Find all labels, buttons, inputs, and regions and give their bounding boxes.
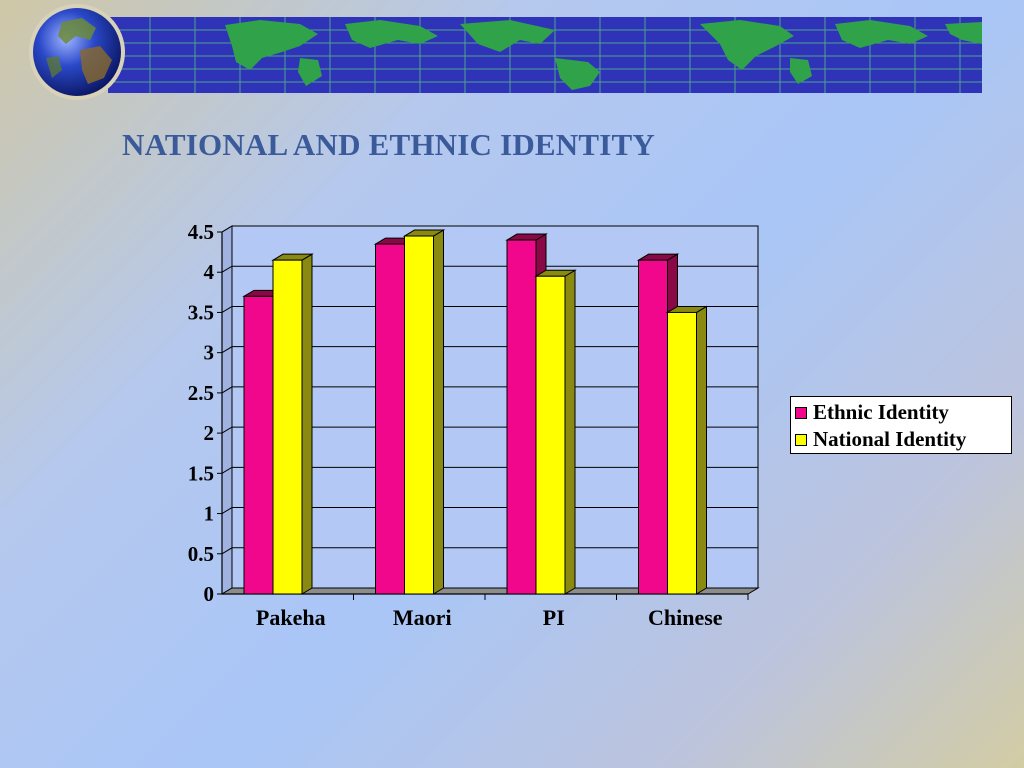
bar-ethnic: [506, 239, 537, 595]
legend-label-national: National Identity: [813, 427, 967, 451]
gridline: [221, 507, 758, 514]
gridline: [221, 426, 758, 434]
legend-swatch-ethnic: [795, 406, 807, 419]
bar-national: [667, 311, 697, 595]
bar-ethnic: [243, 295, 274, 595]
y-tick-label: 3.5: [188, 300, 214, 324]
plot-side-wall: [221, 225, 233, 595]
bar-side: [696, 305, 707, 595]
gridline: [221, 265, 758, 273]
x-category-label: Maori: [393, 605, 452, 630]
y-tick-label: 2.5: [188, 381, 214, 405]
gridline: [221, 547, 758, 555]
globe-icon: [33, 8, 121, 96]
bar-ethnic: [638, 259, 668, 595]
bar-side: [433, 229, 444, 595]
y-tick-label: 4.5: [188, 220, 214, 244]
gridline: [221, 225, 758, 233]
x-category-label: Pakeha: [256, 605, 326, 630]
y-tick-label: 1: [204, 502, 215, 526]
gridline: [221, 386, 758, 394]
bar-national: [272, 259, 303, 595]
legend-item-national: National Identity: [795, 426, 1007, 453]
chart-legend: Ethnic Identity National Identity: [790, 396, 1012, 454]
bar-side: [564, 269, 576, 595]
y-tick-label: 3: [204, 341, 215, 365]
gridline: [221, 305, 758, 313]
y-tick-label: 2: [204, 421, 215, 445]
x-category-label: Chinese: [648, 605, 723, 630]
y-tick-label: 4: [204, 260, 215, 284]
gridline: [221, 346, 758, 354]
y-tick-label: 0.5: [188, 542, 214, 566]
y-tick-label: 1.5: [188, 461, 214, 485]
y-tick-label: 0: [204, 582, 215, 606]
bar-side: [301, 253, 313, 595]
bar-national: [535, 275, 566, 595]
banner: [29, 4, 982, 100]
bar-national: [404, 235, 434, 595]
gridline: [221, 466, 758, 474]
bar-ethnic: [375, 243, 405, 595]
slide-title: NATIONAL AND ETHNIC IDENTITY: [122, 127, 655, 162]
continents: [225, 20, 982, 90]
x-category-label: PI: [543, 605, 565, 630]
legend-item-ethnic: Ethnic Identity: [795, 399, 1007, 426]
legend-label-ethnic: Ethnic Identity: [813, 400, 949, 424]
legend-swatch-national: [795, 433, 807, 446]
